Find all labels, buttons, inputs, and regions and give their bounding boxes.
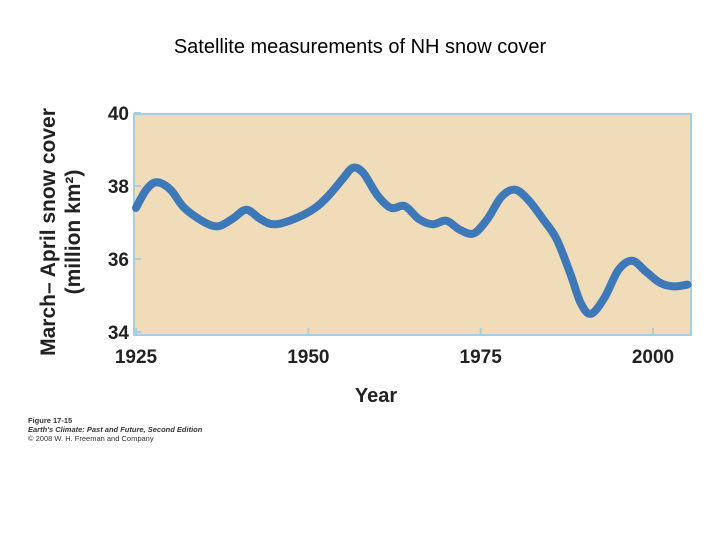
- x-tick-label: 1925: [115, 347, 158, 368]
- x-tick-label: 2000: [632, 347, 674, 368]
- x-tick-label: 1975: [460, 347, 503, 368]
- y-tick-label: 36: [108, 250, 129, 271]
- y-axis-label-line2: (million km²): [62, 170, 85, 295]
- y-axis-label-line1: March– April snow cover: [37, 108, 60, 356]
- caption-figure-number: Figure 17-15: [28, 416, 73, 425]
- caption-book-title: Earth's Climate: Past and Future, Second…: [28, 425, 203, 434]
- y-tick-label: 38: [108, 177, 129, 198]
- figure-caption: Figure 17-15 Earth's Climate: Past and F…: [28, 416, 202, 443]
- y-tick-label: 34: [108, 323, 130, 344]
- slide-title: Satellite measurements of NH snow cover: [173, 36, 547, 58]
- x-tick-label: 1950: [287, 347, 329, 368]
- snow-cover-line: [132, 163, 692, 318]
- y-tick-label: 40: [108, 104, 129, 125]
- x-axis-label: Year: [355, 385, 397, 407]
- caption-copyright: © 2008 W. H. Freeman and Company: [28, 434, 154, 443]
